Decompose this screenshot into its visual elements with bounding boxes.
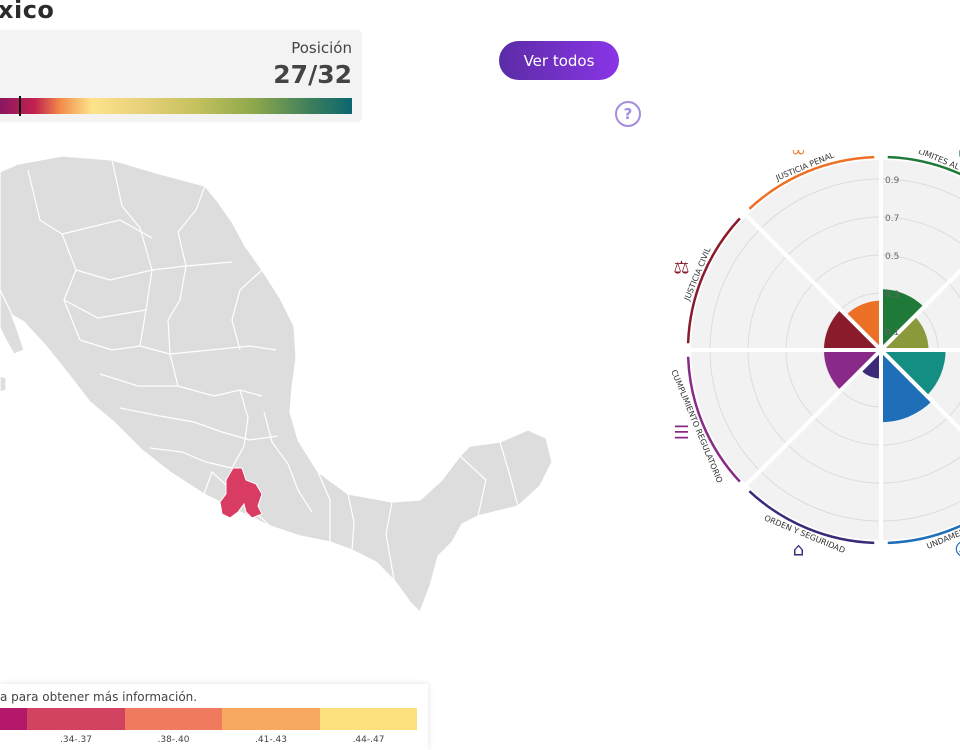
radar-wedge[interactable] [824,309,881,350]
radar-wedge[interactable] [881,350,946,396]
radar-tick-label: 0.3 [885,290,899,300]
radar-tick-label: 0.1 [885,328,899,338]
radar-spoke [745,214,883,352]
radar-outer-arc [887,524,960,545]
clipboard-icon: ☰ [673,423,689,444]
state-borders [27,159,519,581]
radar-spoke [879,348,960,432]
legend-swatch [0,708,27,730]
map-state[interactable] [0,289,25,355]
radar-outer-arc [686,356,741,483]
radar-spoke [879,268,960,352]
legend-label: .38-.40 [157,735,190,745]
legend-swatch [222,708,320,730]
radar-spoke [745,348,883,486]
radar-outer-arc [686,217,741,344]
ranking-gradient-bar [0,98,352,114]
radar-outer-arc [887,155,960,176]
legend-bar [0,708,417,730]
legend-swatch [125,708,222,730]
mexico-map[interactable] [0,150,560,620]
map-state[interactable] [0,155,553,613]
radar-tick-label: 0.7 [885,214,899,224]
map-island [0,375,7,393]
help-icon[interactable]: ? [615,101,641,127]
padlock-icon: ⌂ [793,540,804,561]
legend-label: .44-.47 [352,735,385,745]
radar-wedge[interactable] [846,300,881,350]
handcuffs-icon: ∞ [791,150,806,161]
ranking-value: 27/32 [273,60,352,89]
radar-tick-label: 0.5 [885,252,899,262]
ver-todos-button[interactable]: Ver todos [499,41,619,80]
radar-wedge[interactable] [881,316,929,350]
ranking-label: Posición [291,39,352,57]
page-title: xico [0,0,55,24]
scales-icon: ⚖ [673,257,689,278]
person-icon: ☺ [954,540,960,561]
legend-swatch [320,708,417,730]
ranking-card: Posición 27/32 [0,30,362,122]
government-building-icon: ⌂ [958,150,960,161]
legend-panel: a para obtener más información. .34-.37.… [0,684,428,750]
radar-wedge[interactable] [824,350,881,391]
radar-outer-arc [748,490,875,545]
legend-swatch [27,708,125,730]
radar-wedge[interactable] [881,350,933,423]
ranking-marker [19,96,21,116]
radar-wedge[interactable] [881,289,924,350]
legend-label: .41-.43 [255,735,287,745]
radar-outer-arc [748,155,875,210]
legend-label: .34-.37 [60,735,92,745]
legend-hint: a para obtener más información. [0,690,198,704]
radar-tick-label: 0.9 [885,176,900,186]
highlighted-state[interactable] [219,467,263,519]
